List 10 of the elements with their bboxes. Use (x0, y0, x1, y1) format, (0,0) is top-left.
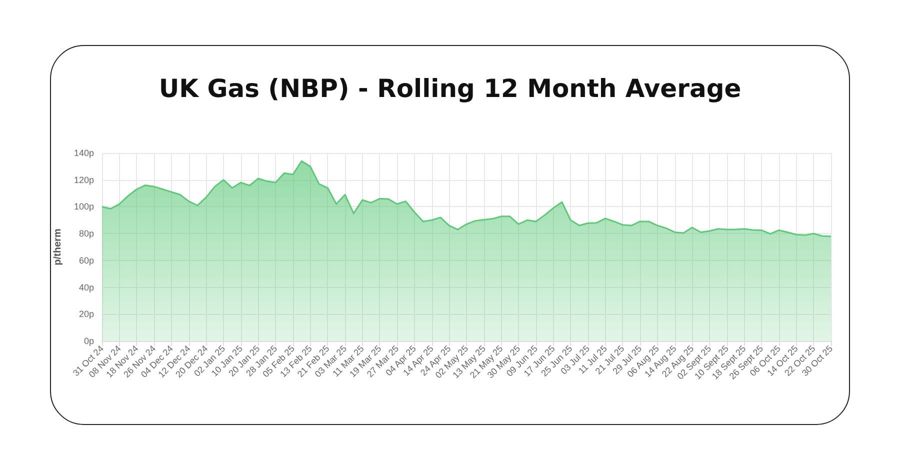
y-tick-label: 120p (74, 174, 94, 185)
y-tick-label: 40p (78, 282, 94, 292)
y-tick-label: 20p (78, 309, 94, 320)
y-tick-label: 140p (74, 148, 94, 158)
y-tick-label: 80p (78, 228, 94, 239)
y-tick-label: 60p (78, 255, 94, 266)
y-axis-title: p/therm (52, 228, 64, 266)
y-tick-label: 0p (84, 336, 94, 346)
chart-title: UK Gas (NBP) - Rolling 12 Month Average (158, 74, 742, 103)
y-tick-label: 100p (74, 202, 94, 212)
